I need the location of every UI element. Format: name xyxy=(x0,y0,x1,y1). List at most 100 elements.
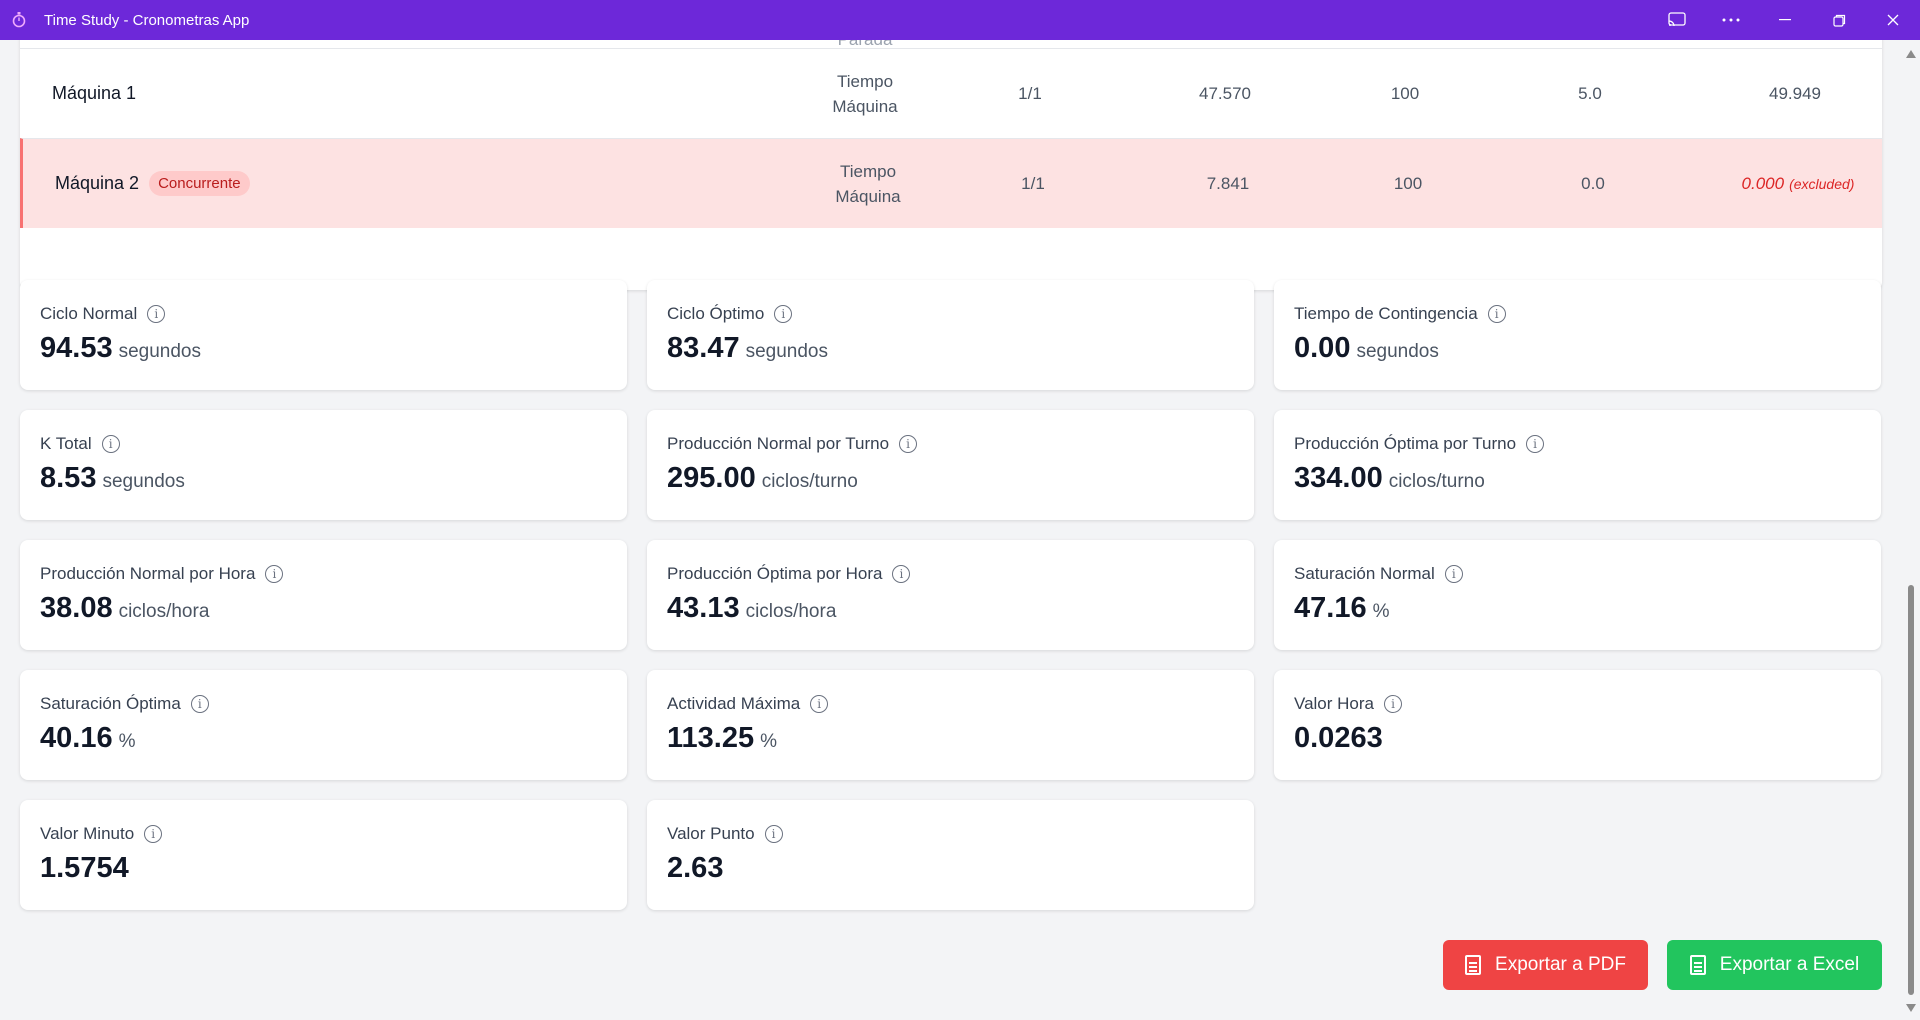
info-icon[interactable]: i xyxy=(101,435,120,453)
type-line1: Tiempo xyxy=(836,71,894,91)
type-line1: Tiempo xyxy=(839,161,897,181)
table-row[interactable]: Máquina 2 Concurrente Tiempo Máquina 1/1 … xyxy=(20,138,1882,228)
total-cell: 0.000 (excluded) xyxy=(1703,139,1882,228)
metric-card: Ciclo Óptimo i 83.47 segundos xyxy=(647,280,1254,390)
metric-card: Valor Minuto i 1.5754 xyxy=(20,800,627,910)
metric-card: Tiempo de Contingencia i 0.00 segundos xyxy=(1274,280,1881,390)
metric-label: Producción Normal por Hora xyxy=(40,564,256,583)
metric-card: Producción Óptima por Hora i 43.13 ciclos/… xyxy=(647,540,1254,650)
metric-value: 8.53 xyxy=(40,462,97,494)
supplement-cell: 0.0 xyxy=(1581,173,1605,193)
scroll-down-icon[interactable] xyxy=(1906,1004,1916,1012)
metric-label: Tiempo de Contingencia xyxy=(1294,304,1478,323)
export-excel-button[interactable]: Exportar a Excel xyxy=(1667,940,1882,990)
observed-cell: 7.841 xyxy=(1206,173,1250,193)
info-icon[interactable]: i xyxy=(1384,695,1402,713)
metric-unit: ciclos/turno xyxy=(761,471,858,492)
more-options-icon[interactable] xyxy=(1704,0,1758,40)
activity-cell: 100 xyxy=(1393,173,1423,193)
metric-card: Producción Normal por Hora i 38.08 ciclos/… xyxy=(20,540,627,650)
metric-unit: % xyxy=(1372,601,1390,622)
type-cell: Tiempo Máquina xyxy=(778,139,958,228)
info-icon[interactable]: i xyxy=(810,695,829,713)
excluded-tag: (excluded) xyxy=(1789,175,1855,192)
export-pdf-button[interactable]: Exportar a PDF xyxy=(1443,940,1648,990)
close-icon[interactable] xyxy=(1866,0,1920,40)
metric-label: Actividad Máxima xyxy=(667,694,801,713)
info-icon[interactable]: i xyxy=(892,565,911,583)
metric-unit: segundos xyxy=(745,341,828,362)
metric-label: Saturación Óptima xyxy=(40,694,181,713)
info-icon[interactable]: i xyxy=(764,825,783,843)
concurrent-badge: Concurrente xyxy=(149,171,250,196)
window-title: Time Study - Cronometras App xyxy=(44,11,250,29)
metric-unit: segundos xyxy=(1356,341,1439,362)
observed-cell: 47.570 xyxy=(1199,83,1251,103)
info-icon[interactable]: i xyxy=(1526,435,1545,453)
metric-label: Saturación Normal xyxy=(1294,564,1435,583)
metric-value: 295.00 xyxy=(667,462,756,494)
metric-value: 38.08 xyxy=(40,592,113,624)
metric-unit: segundos xyxy=(118,341,201,362)
maximize-icon[interactable] xyxy=(1812,0,1866,40)
metric-unit: % xyxy=(760,731,778,752)
metric-label: Producción Normal por Turno xyxy=(667,434,890,453)
title-bar: Time Study - Cronometras App xyxy=(0,0,1920,40)
minimize-icon[interactable] xyxy=(1758,0,1812,40)
type-line2: Máquina xyxy=(835,186,901,206)
metric-value: 334.00 xyxy=(1294,462,1383,494)
export-excel-label: Exportar a Excel xyxy=(1719,954,1860,975)
supplement-cell: 5.0 xyxy=(1578,83,1602,103)
metric-value: 0.0263 xyxy=(1294,722,1383,754)
metric-unit: segundos xyxy=(102,471,185,492)
elements-table: Parada Máquina 1 Tiempo Máquina 1/1 47.57… xyxy=(20,40,1882,290)
type-cell: Tiempo Máquina xyxy=(775,49,955,138)
element-name: Máquina 1 xyxy=(52,83,137,103)
metric-unit: ciclos/turno xyxy=(1388,471,1485,492)
activity-cell: 100 xyxy=(1390,83,1420,103)
metric-card: Saturación Óptima i 40.16% xyxy=(20,670,627,780)
info-icon[interactable]: i xyxy=(144,825,163,843)
metric-value: 40.16 xyxy=(40,722,113,754)
document-icon xyxy=(1689,955,1706,975)
metric-card: Valor Punto i 2.63 xyxy=(647,800,1254,910)
metric-label: Ciclo Óptimo xyxy=(667,304,765,323)
metric-value: 83.47 xyxy=(667,332,740,364)
info-icon[interactable]: i xyxy=(265,565,284,583)
type-line2: Máquina xyxy=(832,96,898,116)
metric-value: 113.25 xyxy=(667,722,755,754)
element-name: Máquina 2 xyxy=(55,173,140,193)
metric-value: 43.13 xyxy=(667,592,740,624)
scroll-up-icon[interactable] xyxy=(1906,50,1916,58)
info-icon[interactable]: i xyxy=(899,435,918,453)
info-icon[interactable]: i xyxy=(1487,305,1506,323)
vertical-scrollbar[interactable] xyxy=(1902,40,1920,1020)
info-icon[interactable]: i xyxy=(774,305,793,323)
metric-label: Producción Óptima por Hora xyxy=(667,564,883,583)
cast-icon[interactable] xyxy=(1650,0,1704,40)
metric-unit: ciclos/hora xyxy=(745,601,837,622)
metric-value: 47.16 xyxy=(1294,592,1367,624)
export-pdf-label: Exportar a PDF xyxy=(1495,954,1626,975)
metric-card: Saturación Normal i 47.16% xyxy=(1274,540,1881,650)
info-icon[interactable]: i xyxy=(190,695,209,713)
metric-value: 94.53 xyxy=(40,332,113,364)
metric-label: Valor Hora xyxy=(1294,694,1374,713)
metric-label: K Total xyxy=(40,434,92,453)
info-icon[interactable]: i xyxy=(147,305,166,323)
scroll-thumb[interactable] xyxy=(1908,585,1914,995)
info-icon[interactable]: i xyxy=(1444,565,1463,583)
metric-card: Producción Normal por Turno i 295.00 ciclo… xyxy=(647,410,1254,520)
metric-card: Producción Óptima por Turno i 334.00 ciclo… xyxy=(1274,410,1881,520)
metric-card: Ciclo Normal i 94.53 segundos xyxy=(20,280,627,390)
name-cell: Máquina 1 xyxy=(52,49,136,138)
table-row[interactable]: Máquina 1 Tiempo Máquina 1/1 47.570 100 5… xyxy=(20,48,1882,138)
total-cell: 49.949 xyxy=(1769,83,1821,103)
main-content: Parada Máquina 1 Tiempo Máquina 1/1 47.57… xyxy=(0,40,1902,1020)
metric-value: 0.00 xyxy=(1294,332,1351,364)
metric-unit: ciclos/hora xyxy=(118,601,210,622)
name-cell: Máquina 2 Concurrente xyxy=(55,139,250,228)
fraction-cell: 1/1 xyxy=(1018,83,1042,103)
metric-value: 1.5754 xyxy=(40,852,129,884)
type-cell: Parada xyxy=(775,40,955,50)
